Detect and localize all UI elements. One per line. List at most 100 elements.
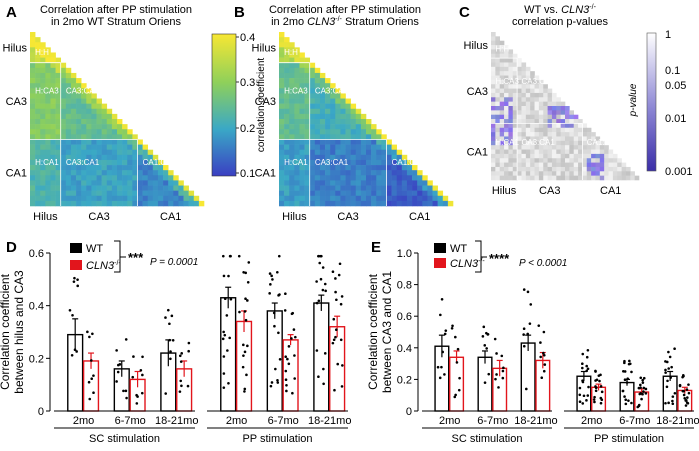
heatmap-cell [530,110,535,115]
data-point [664,401,667,405]
heatmap-cell [279,78,285,84]
heatmap-cell [525,79,531,85]
heatmap-cell [70,119,77,125]
heatmap-cell [578,171,583,176]
data-point [272,311,276,315]
heatmap-cell [504,136,509,142]
heatmap-cell [279,154,285,161]
heatmap-cell [279,88,285,94]
data-point [88,335,91,339]
heatmap-cell [30,67,36,74]
heatmap-cell [50,170,56,176]
heatmap-cell [432,195,438,202]
heatmap-cell [319,72,326,79]
heatmap-cell [345,139,351,145]
heatmap-cell [530,71,535,76]
heatmap-cell [543,84,548,89]
heatmap-cell [289,154,295,161]
heatmap-cell [591,166,596,172]
data-point [223,333,227,337]
heatmap-cell [371,200,377,207]
heatmap-cell [491,101,496,107]
heatmap-cell [512,62,518,68]
heatmap-cell [45,52,51,58]
heatmap-cell [294,139,300,145]
heatmap-cell [35,113,41,120]
heatmap-cell [309,134,316,140]
data-point [594,370,597,373]
heatmap-cell [294,200,300,207]
data-point [268,272,272,275]
data-point [669,376,672,379]
heatmap-cell [381,195,387,202]
heatmap-cell [508,79,514,85]
heatmap-cell [60,139,67,145]
heatmap-cell [70,103,77,110]
heatmap-cell [355,108,362,115]
heatmap-cell [330,93,336,99]
heatmap-cell [314,144,321,151]
heatmap-cell [127,139,133,145]
heatmap-cell [491,136,496,142]
heatmap-cell [517,75,522,81]
heatmap-cell [289,119,295,125]
heatmap-cell [517,88,522,94]
data-point [72,280,76,283]
heatmap-cell [534,92,540,98]
heatmap-cell [573,158,579,163]
heatmap-cell [70,108,77,115]
heatmap-cell [157,165,164,171]
heatmap-cell [299,113,305,120]
data-point [665,385,669,389]
heatmap-cell [289,42,295,48]
heatmap-cell [60,144,67,151]
heatmap-cell [289,170,295,176]
heatmap-cell [50,124,56,130]
heatmap-cell [60,200,67,207]
heatmap-cell [106,195,113,202]
heatmap-cell [147,175,154,181]
heatmap-cell [81,139,87,145]
heatmap-cell [81,149,87,156]
heatmap-cell [106,134,113,140]
x-tick-label: 2mo [73,415,94,427]
heatmap-cell [309,175,316,181]
heatmap-cell [178,190,184,197]
heatmap-cell [530,97,535,102]
heatmap-cell [534,153,540,159]
heatmap-cell [391,190,398,197]
heatmap-cell [96,103,102,110]
heatmap-cell [70,170,77,176]
data-point [628,359,631,363]
pvalue-D: P = 0.0001 [150,257,198,268]
heatmap-cell [309,72,316,79]
heatmap-cell [50,200,56,207]
heatmap-cell [381,190,387,197]
heatmap-cell [565,145,570,150]
heatmap-cell [157,185,164,191]
heatmap-cell [299,108,305,115]
heatmap-cell [30,154,36,161]
heatmap-row-label: Hilus [252,42,277,54]
heatmap-cell [168,185,174,191]
heatmap-cell [504,145,509,150]
heatmap-cell [45,47,51,53]
heatmap-cell [406,159,413,166]
heatmap-cell [132,139,138,145]
heatmap-cell [55,170,62,176]
heatmap-cell [376,185,382,191]
heatmap-cell [508,123,514,129]
heatmap-cell [517,79,522,85]
heatmap-cell [50,72,56,79]
heatmap-cell [512,97,518,102]
heatmap-cell [35,88,41,94]
data-point [187,341,191,345]
heatmap-cell [366,195,372,202]
heatmap-cell [495,171,500,176]
heatmap-cell [495,97,500,102]
heatmap-cell [521,171,527,176]
heatmap-cell [534,136,540,142]
heatmap-cell [111,180,118,186]
heatmap-cell [314,103,321,110]
heatmap-cell [350,170,357,176]
